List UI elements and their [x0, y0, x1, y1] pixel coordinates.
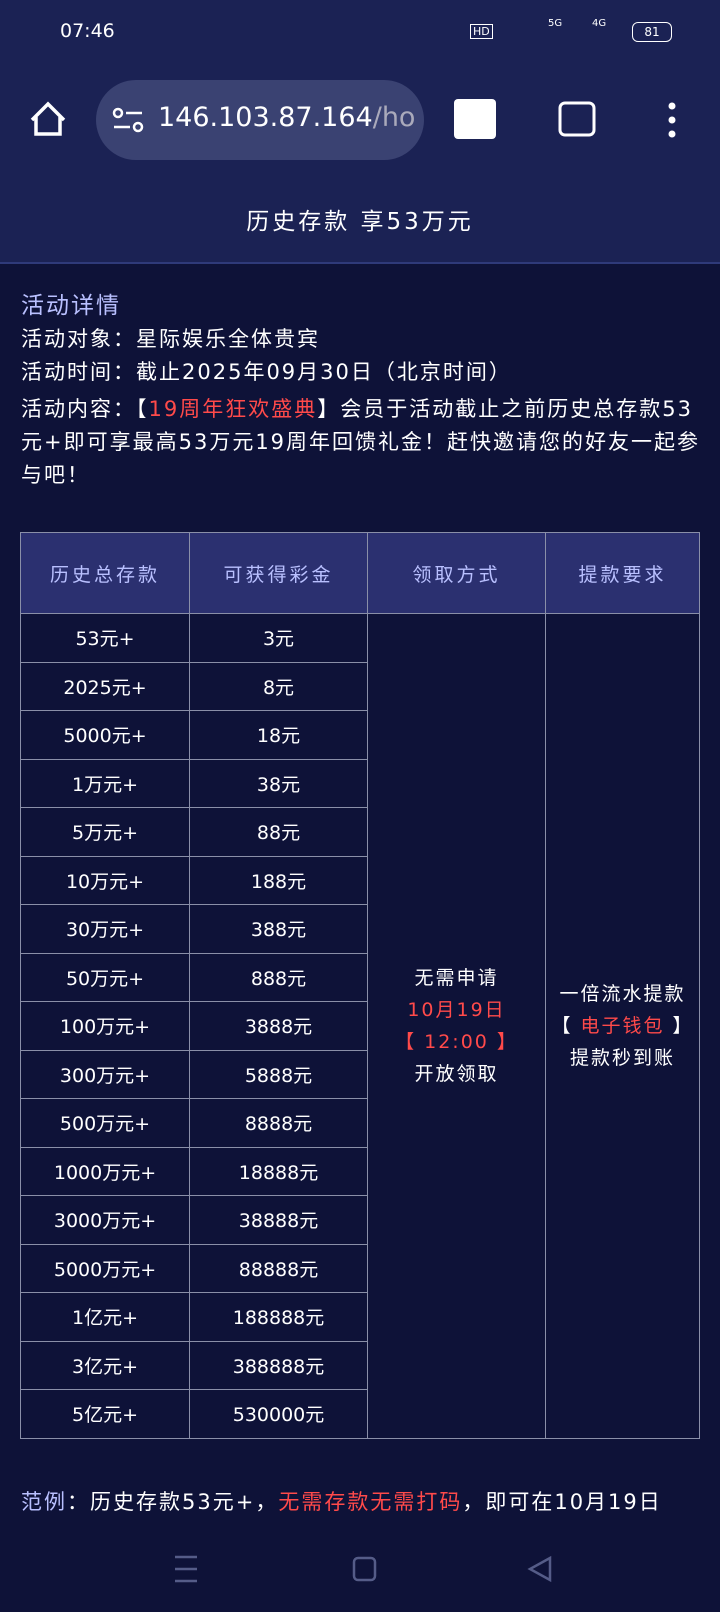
bracket: 】 [664, 1014, 694, 1037]
deposit-cell: 50万元+ [20, 952, 190, 1002]
browser-icons [30, 99, 676, 139]
bonus-cell: 18888元 [189, 1146, 368, 1196]
method-line: 无需申请 [414, 966, 499, 989]
table-row: 1亿元+ 188888元 [20, 1292, 700, 1342]
bonus-cell: 38元 [189, 758, 368, 808]
tabs-icon[interactable] [558, 101, 596, 137]
example: 范例：历史存款53元+，无需存款无需打码，即可在10月19日 [21, 1486, 662, 1516]
details-heading: 活动详情 [21, 293, 121, 319]
table-row: 300万元+ 5888元 [20, 1049, 700, 1099]
example-label: 范例 [21, 1490, 67, 1514]
url-path: /ho [372, 102, 416, 133]
translate-icon[interactable] [454, 99, 496, 139]
bonus-cell: 530000元 [189, 1389, 368, 1439]
requirement-wallet-line: 【 电子钱包 】 [546, 1010, 699, 1042]
details-time: 活动时间：截止2025年09月30日（北京时间） [21, 360, 512, 384]
deposit-cell: 3000万元+ [20, 1195, 190, 1245]
nav-home[interactable] [352, 1556, 377, 1582]
header-cell: 领取方式 [367, 532, 546, 614]
deposit-cell: 5万元+ [20, 807, 190, 857]
hd-icon: HD [470, 24, 493, 39]
table-row: 500万元+ 8888元 [20, 1098, 700, 1148]
table-row: 3000万元+ 38888元 [20, 1195, 700, 1245]
deposit-cell: 5000万元+ [20, 1243, 190, 1293]
content-highlight: 19周年狂欢盛典 [148, 397, 318, 421]
bonus-cell: 88元 [189, 807, 368, 857]
deposit-cell: 500万元+ [20, 1098, 190, 1148]
deposit-cell: 100万元+ [20, 1001, 190, 1051]
example-rest: ，即可在10月19日 [462, 1490, 662, 1514]
content-prefix: 活动内容：【 [21, 397, 149, 421]
table-row: 1万元+ 38元 [20, 758, 700, 808]
table-row: 30万元+ 388元 [20, 904, 700, 954]
bonus-cell: 388元 [189, 904, 368, 954]
nav-menu[interactable] [175, 1555, 197, 1583]
wallet: 电子钱包 [580, 1014, 665, 1037]
deposit-cell: 1亿元+ [20, 1292, 190, 1342]
battery: 81 [632, 22, 672, 42]
bonus-cell: 888元 [189, 952, 368, 1002]
header-cell: 历史总存款 [20, 532, 190, 614]
deposit-cell: 3亿元+ [20, 1340, 190, 1390]
signal-2: 4G [592, 18, 607, 29]
bracket: 【 [551, 1014, 581, 1037]
deposit-cell: 53元+ [20, 613, 190, 663]
nav-back[interactable] [527, 1555, 552, 1583]
bonus-cell: 3元 [189, 613, 368, 663]
example-highlight: 无需存款无需打码 [278, 1490, 463, 1514]
bonus-cell: 5888元 [189, 1049, 368, 1099]
table-row: 5000元+ 18元 [20, 710, 700, 760]
details: 活动详情 活动对象：星际娱乐全体贵宾 活动时间：截止2025年09月30日（北京… [21, 290, 701, 492]
deposit-cell: 2025元+ [20, 661, 190, 711]
deposit-cell: 10万元+ [20, 855, 190, 905]
deposit-cell: 5000元+ [20, 710, 190, 760]
bonus-cell: 388888元 [189, 1340, 368, 1390]
method-line: 开放领取 [414, 1062, 499, 1085]
bonus-cell: 188元 [189, 855, 368, 905]
requirement-line: 提款秒到账 [569, 1046, 675, 1069]
bonus-table: 历史总存款 可获得彩金 领取方式 提款要求 53元+ 3元无需申请 10月19日【 12:… [20, 532, 700, 1439]
bonus-cell: 8888元 [189, 1098, 368, 1148]
requirement-line: 一倍流水提款 [559, 982, 686, 1005]
bonus-cell: 188888元 [189, 1292, 368, 1342]
deposit-cell: 30万元+ [20, 904, 190, 954]
method-line: 【 12:00 】 [395, 1030, 518, 1053]
table-row: 10万元+ 188元 [20, 855, 700, 905]
deposit-cell: 1000万元+ [20, 1146, 190, 1196]
table-row: 53元+ 3元无需申请 10月19日【 12:00 】开放领取 一倍流水提款【 电子钱… [20, 613, 700, 1439]
table-row: 2025元+ 8元 [20, 661, 700, 711]
header-cell: 提款要求 [545, 532, 700, 614]
url-host: 146.103.87.164 [158, 102, 373, 133]
table-row: 5亿元+ 530000元 [20, 1389, 700, 1439]
bonus-cell: 38888元 [189, 1195, 368, 1245]
page-title: 历史存款 享53万元 [246, 209, 474, 235]
example-text: ：历史存款53元+， [67, 1490, 279, 1514]
method-cell: 无需申请 10月19日【 12:00 】开放领取 [367, 613, 546, 1439]
home-icon[interactable] [30, 101, 66, 136]
nav-bar [175, 1555, 552, 1583]
deposit-cell: 300万元+ [20, 1049, 190, 1099]
table-row: 3亿元+ 388888元 [20, 1340, 700, 1390]
deposit-cell: 1万元+ [20, 758, 190, 808]
time: 07:46 [60, 20, 115, 42]
requirement-cell: 一倍流水提款【 电子钱包 】提款秒到账 [545, 613, 700, 1439]
bonus-cell: 18元 [189, 710, 368, 760]
method-line: 10月19日 [407, 998, 506, 1021]
bonus-cell: 8元 [189, 661, 368, 711]
table-row: 5万元+ 88元 [20, 807, 700, 857]
content-rest: 】会员于活动截止之前历史总存款53元+即可享最高53万元19周年回馈礼金！赶快邀… [21, 397, 701, 487]
table-row: 50万元+ 888元 [20, 952, 700, 1002]
deposit-cell: 5亿元+ [20, 1389, 190, 1439]
bonus-cell: 88888元 [189, 1243, 368, 1293]
signal-1: 5G [548, 18, 563, 29]
header-cell: 可获得彩金 [189, 532, 368, 614]
table-row: 1000万元+ 18888元 [20, 1146, 700, 1196]
url-bar[interactable]: 146.103.87.164/ho [96, 80, 424, 160]
bonus-cell: 3888元 [189, 1001, 368, 1051]
details-target: 活动对象：星际娱乐全体贵宾 [21, 327, 320, 351]
